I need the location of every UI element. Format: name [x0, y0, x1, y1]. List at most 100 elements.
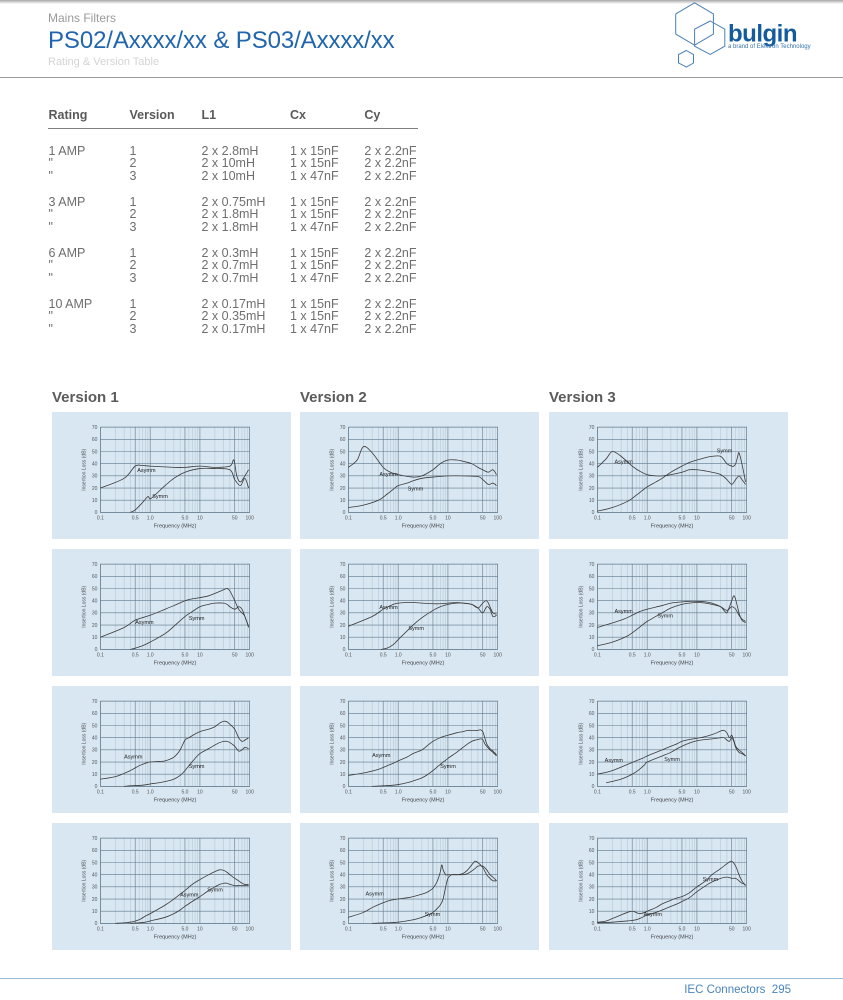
svg-text:0.5: 0.5 — [629, 515, 636, 521]
svg-text:40: 40 — [340, 872, 346, 878]
svg-text:50: 50 — [340, 586, 346, 592]
svg-text:50: 50 — [480, 926, 486, 932]
svg-text:10: 10 — [445, 926, 451, 932]
svg-text:10: 10 — [589, 635, 595, 641]
svg-text:40: 40 — [340, 598, 346, 604]
svg-text:Asymm: Asymm — [137, 468, 156, 474]
svg-text:0.1: 0.1 — [97, 789, 104, 795]
svg-text:40: 40 — [589, 872, 595, 878]
svg-text:Insertion Loss (dB): Insertion Loss (dB) — [81, 585, 87, 627]
svg-text:Insertion Loss (dB): Insertion Loss (dB) — [329, 448, 335, 490]
svg-text:Insertion Loss (dB): Insertion Loss (dB) — [329, 722, 335, 764]
svg-text:40: 40 — [589, 461, 595, 467]
svg-text:Insertion Loss (dB): Insertion Loss (dB) — [329, 585, 335, 627]
svg-text:50: 50 — [480, 515, 486, 521]
svg-text:0.5: 0.5 — [380, 926, 387, 932]
svg-text:30: 30 — [340, 885, 346, 891]
svg-text:10: 10 — [340, 498, 346, 504]
svg-text:40: 40 — [92, 461, 98, 467]
svg-text:1.0: 1.0 — [644, 789, 651, 795]
svg-text:10: 10 — [197, 789, 203, 795]
svg-text:20: 20 — [589, 760, 595, 766]
svg-text:Symm: Symm — [189, 616, 205, 622]
svg-text:10: 10 — [589, 498, 595, 504]
svg-text:20: 20 — [92, 623, 98, 629]
svg-text:20: 20 — [92, 760, 98, 766]
svg-text:Asymm: Asymm — [135, 620, 154, 626]
svg-text:50: 50 — [340, 723, 346, 729]
svg-text:Insertion Loss (dB): Insertion Loss (dB) — [578, 585, 584, 627]
svg-text:100: 100 — [743, 926, 752, 932]
svg-text:70: 70 — [340, 699, 346, 705]
svg-text:20: 20 — [340, 897, 346, 903]
svg-text:50: 50 — [232, 652, 238, 658]
svg-text:70: 70 — [589, 562, 595, 568]
svg-text:30: 30 — [340, 611, 346, 617]
svg-text:50: 50 — [480, 652, 486, 658]
svg-text:60: 60 — [92, 711, 98, 717]
svg-text:50: 50 — [589, 723, 595, 729]
svg-text:0: 0 — [592, 510, 595, 516]
svg-text:Frequency (MHz): Frequency (MHz) — [154, 523, 197, 529]
svg-text:50: 50 — [92, 723, 98, 729]
svg-text:Frequency (MHz): Frequency (MHz) — [651, 523, 694, 529]
svg-text:40: 40 — [589, 735, 595, 741]
svg-text:50: 50 — [232, 926, 238, 932]
svg-text:0: 0 — [343, 647, 346, 653]
svg-text:40: 40 — [92, 735, 98, 741]
svg-text:5.0: 5.0 — [181, 515, 188, 521]
svg-text:Frequency (MHz): Frequency (MHz) — [154, 797, 197, 803]
svg-text:50: 50 — [92, 449, 98, 455]
svg-text:Symm: Symm — [425, 912, 441, 918]
svg-text:Frequency (MHz): Frequency (MHz) — [402, 797, 445, 803]
svg-text:0.5: 0.5 — [380, 652, 387, 658]
svg-text:10: 10 — [92, 498, 98, 504]
svg-text:60: 60 — [92, 437, 98, 443]
svg-text:Insertion Loss (dB): Insertion Loss (dB) — [81, 722, 87, 764]
svg-text:50: 50 — [589, 586, 595, 592]
svg-text:30: 30 — [92, 611, 98, 617]
svg-text:0: 0 — [592, 921, 595, 927]
svg-text:Frequency (MHz): Frequency (MHz) — [651, 660, 694, 666]
svg-text:100: 100 — [743, 652, 752, 658]
svg-text:30: 30 — [92, 748, 98, 754]
svg-text:60: 60 — [340, 711, 346, 717]
svg-text:10: 10 — [445, 652, 451, 658]
svg-text:10: 10 — [694, 789, 700, 795]
svg-text:Asymm: Asymm — [379, 472, 398, 478]
svg-text:50: 50 — [92, 860, 98, 866]
svg-text:10: 10 — [694, 515, 700, 521]
svg-text:100: 100 — [494, 926, 503, 932]
svg-text:60: 60 — [340, 848, 346, 854]
svg-text:10: 10 — [340, 909, 346, 915]
svg-text:1.0: 1.0 — [644, 515, 651, 521]
svg-text:0: 0 — [343, 921, 346, 927]
svg-text:70: 70 — [92, 836, 98, 842]
svg-text:100: 100 — [246, 652, 255, 658]
svg-text:10: 10 — [589, 772, 595, 778]
svg-text:10: 10 — [589, 909, 595, 915]
svg-text:50: 50 — [92, 586, 98, 592]
svg-text:Frequency (MHz): Frequency (MHz) — [402, 934, 445, 940]
svg-text:1.0: 1.0 — [147, 515, 154, 521]
svg-text:0.5: 0.5 — [629, 652, 636, 658]
svg-text:Asymm: Asymm — [605, 758, 624, 764]
svg-text:0.5: 0.5 — [132, 515, 139, 521]
svg-text:Frequency (MHz): Frequency (MHz) — [402, 523, 445, 529]
svg-text:70: 70 — [92, 425, 98, 431]
svg-text:Symm: Symm — [717, 449, 733, 455]
svg-text:100: 100 — [494, 515, 503, 521]
svg-text:20: 20 — [340, 486, 346, 492]
svg-text:1.0: 1.0 — [644, 926, 651, 932]
svg-text:70: 70 — [589, 699, 595, 705]
svg-text:50: 50 — [340, 449, 346, 455]
svg-text:1.0: 1.0 — [395, 789, 402, 795]
svg-text:0: 0 — [95, 647, 98, 653]
svg-text:Asymm: Asymm — [124, 754, 143, 760]
svg-text:50: 50 — [589, 860, 595, 866]
svg-text:50: 50 — [340, 860, 346, 866]
svg-text:Frequency (MHz): Frequency (MHz) — [651, 934, 694, 940]
svg-text:40: 40 — [92, 872, 98, 878]
svg-text:0.1: 0.1 — [345, 789, 352, 795]
svg-text:5.0: 5.0 — [181, 652, 188, 658]
